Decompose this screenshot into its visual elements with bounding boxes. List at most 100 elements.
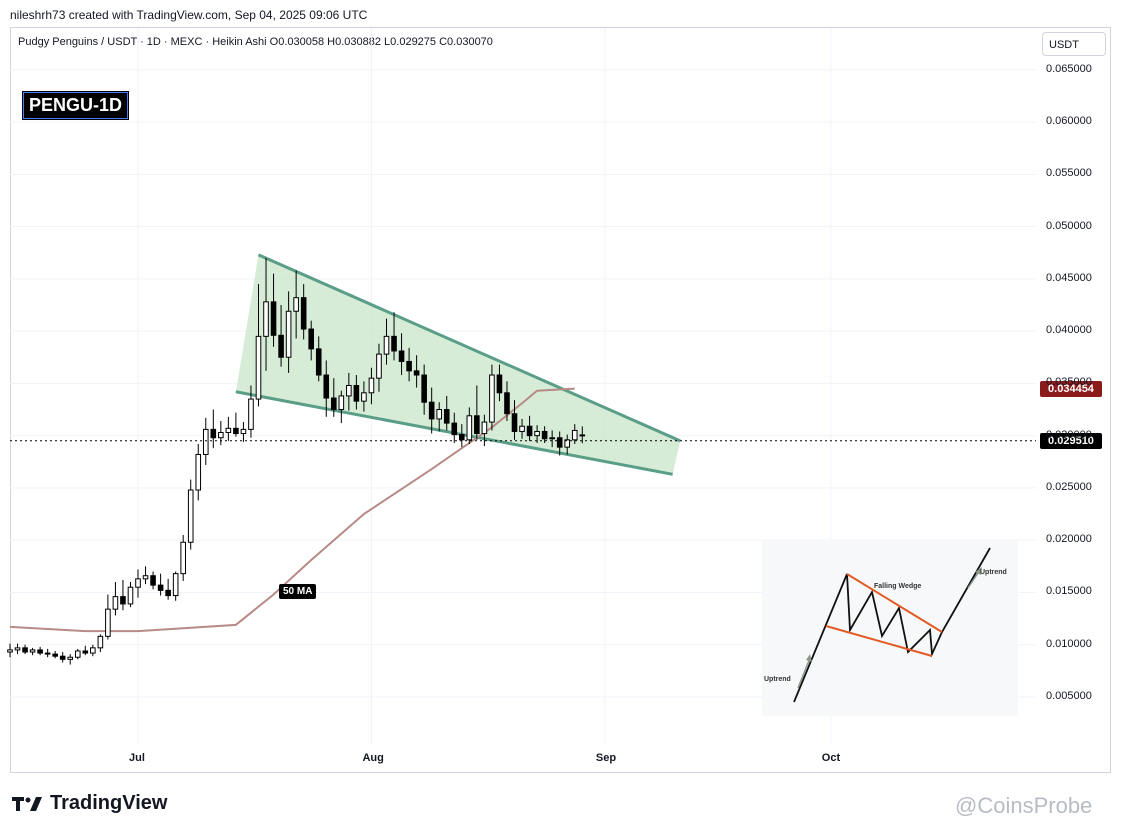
candle-body: [112, 596, 119, 610]
candle-body: [150, 575, 156, 586]
candle-body: [451, 422, 458, 436]
candle-body: [165, 589, 171, 597]
candle-body: [7, 649, 13, 653]
symbol-legend: Pudgy Penguins / USDT · 1D · MEXC · Heik…: [18, 36, 493, 48]
y-tick-label: 0.060000: [1046, 115, 1092, 128]
candle-body: [270, 301, 277, 336]
last-price-tag: 0.029510: [1040, 432, 1102, 449]
x-tick-label: Jul: [129, 752, 145, 764]
falling-wedge-label: Falling Wedge: [874, 583, 922, 590]
y-tick-label: 0.010000: [1046, 637, 1092, 650]
uptrend-arrow-left-icon: [797, 657, 811, 689]
ma50-line: [9, 387, 575, 633]
candle-body: [142, 575, 149, 580]
candle-body: [474, 415, 480, 435]
chart-header: nileshrh73 created with TradingView.com,…: [10, 8, 368, 22]
candle-body: [82, 650, 89, 654]
candle-body: [361, 392, 367, 402]
candle-body: [564, 439, 571, 448]
candle-body: [376, 353, 382, 379]
candle-body: [541, 430, 548, 440]
candle-body: [29, 649, 36, 653]
candle-body: [443, 409, 450, 424]
candle-body: [97, 635, 104, 649]
y-tick-label: 0.045000: [1046, 271, 1092, 284]
y-tick-label: 0.035000: [1046, 376, 1092, 389]
candle-body: [398, 350, 405, 362]
ma-label: 50 MA: [279, 584, 317, 599]
candle-body: [172, 573, 179, 597]
candle-body: [428, 401, 435, 420]
x-tick-label: Sep: [595, 752, 617, 764]
candle-body: [300, 297, 307, 330]
candle-body: [22, 647, 28, 653]
candle-body: [202, 428, 209, 455]
candle-body: [127, 586, 134, 605]
candle-body: [338, 395, 345, 411]
candle-body: [421, 374, 427, 403]
candle-body: [67, 656, 74, 660]
candle-body: [571, 429, 578, 441]
candle-body: [157, 584, 164, 591]
candle-body: [90, 647, 96, 654]
y-tick-label: 0.055000: [1046, 167, 1092, 180]
candle-body: [323, 374, 330, 399]
candle-body: [413, 370, 420, 376]
candle-body: [466, 415, 473, 441]
candle-body: [391, 335, 397, 352]
ma-price-tag: 0.034454: [1040, 381, 1102, 398]
y-tick-label: 0.050000: [1046, 219, 1092, 232]
tradingview-brand[interactable]: TradingView: [12, 792, 167, 815]
candle-body: [44, 652, 51, 655]
chart-frame[interactable]: [10, 27, 1111, 773]
candle-body: [519, 425, 525, 432]
candle-body: [293, 297, 299, 312]
candle-body: [489, 374, 495, 423]
coinsprobe-watermark: @CoinsProbe: [955, 793, 1093, 818]
candle-body: [135, 578, 141, 588]
candle-body: [511, 413, 518, 432]
currency-button[interactable]: USDT: [1042, 32, 1106, 56]
candle-body: [534, 430, 540, 437]
candle-body: [278, 334, 284, 358]
candle-body: [406, 360, 412, 372]
candle-body: [285, 310, 292, 358]
candle-body: [481, 421, 488, 435]
candle-body: [37, 649, 43, 654]
candle-body: [248, 398, 254, 430]
candle-body: [14, 647, 21, 651]
candle-body: [459, 434, 465, 441]
y-tick-label: 0.020000: [1046, 533, 1092, 546]
candle-body: [255, 335, 262, 400]
candle-body: [383, 335, 390, 355]
candle-body: [180, 541, 186, 575]
y-tick-label: 0.005000: [1046, 689, 1092, 702]
candle-body: [263, 301, 269, 337]
y-tick-label: 0.025000: [1046, 480, 1092, 493]
uptrend-right-label: Uptrend: [980, 569, 1007, 576]
candle-body: [346, 384, 352, 397]
candle-body: [556, 437, 563, 448]
candle-body: [240, 428, 247, 435]
y-tick-label: 0.030000: [1046, 428, 1092, 441]
candle-body: [549, 437, 555, 440]
candle-body: [195, 453, 202, 491]
candle-body: [225, 427, 232, 434]
uptrend-arrow-left-head-icon: [806, 654, 812, 662]
candle-body: [218, 432, 224, 439]
tradingview-brand-label: TradingView: [50, 792, 168, 814]
wedge-diagram-svg: [793, 547, 991, 703]
x-tick-label: Oct: [821, 752, 841, 764]
candle-body: [308, 328, 314, 350]
x-tick-label: Aug: [362, 752, 384, 764]
falling-wedge-diagram: Falling Wedge Uptrend Uptrend: [762, 540, 1018, 716]
candle-body: [330, 397, 337, 411]
candle-body: [52, 653, 58, 657]
falling-wedge-area: [235, 254, 681, 475]
candle-body: [368, 377, 375, 394]
candle-body: [59, 655, 66, 660]
uptrend-left-label: Uptrend: [764, 676, 791, 683]
candle-body: [353, 384, 360, 402]
chart-badge: PENGU-1D: [23, 92, 129, 119]
